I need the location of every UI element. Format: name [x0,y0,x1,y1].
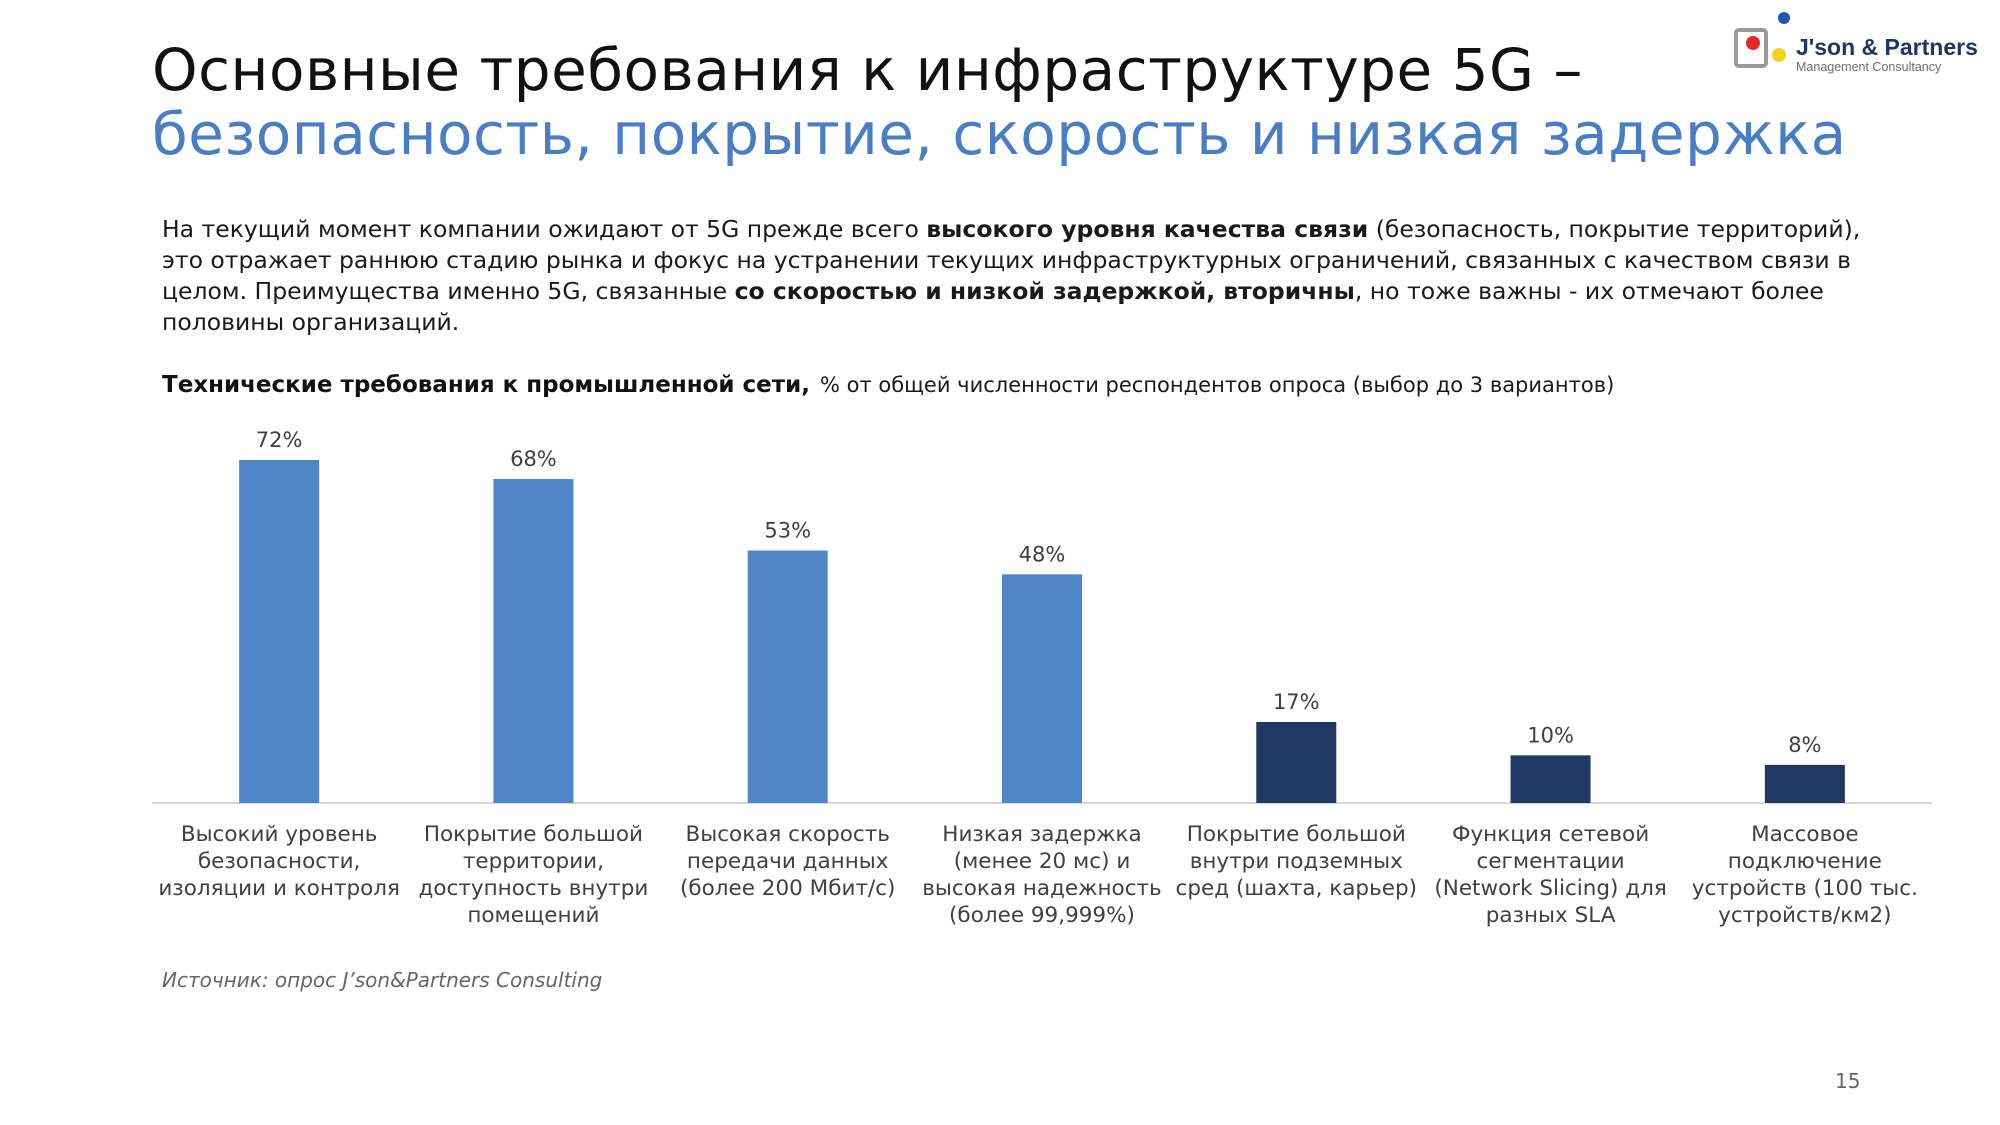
page-number: 15 [1835,1069,1861,1093]
logo-name: J'son & Partners [1796,34,1978,60]
slide-title-line2: безопасность, покрытие, скорость и низка… [152,100,1847,168]
category-label-line: Покрытие большой [424,822,643,847]
category-label-line: высокая надежность [922,876,1161,901]
bar-4 [1002,574,1082,803]
bar-1 [239,460,320,803]
category-label-line: Функция сетевой [1452,822,1649,847]
category-label-line: изоляции и контроля [158,876,400,901]
logo-blue-dot-icon [1778,12,1790,24]
intro-text-3: , но тоже важны - их отмечают более поло… [162,277,1824,336]
data-label-6: 10% [1527,723,1574,747]
data-label-1: 72% [256,428,303,452]
category-label-1: Высокий уровень безопасности, изоляции и к… [158,822,400,901]
logo-yellow-dot-icon [1772,48,1786,62]
category-label-line: безопасности, [198,849,361,874]
category-label-line: Покрытие большой [1187,822,1406,847]
category-label-line: Массовое [1751,822,1859,847]
category-label-line: устройств/км2) [1718,903,1891,928]
bar-7 [1764,764,1845,803]
logo-red-dot-icon [1746,36,1760,50]
bar-2 [493,479,574,803]
intro-text-1: На текущий момент компании ожидают от 5G… [162,215,927,243]
chart-title: Технические требования к промышленной се… [162,372,810,398]
intro-text-bold-1: высокого уровня качества связи [926,215,1369,243]
category-label-line: (более 200 Мбит/с) [680,876,895,901]
chart-title-block: Технические требования к промышленной се… [162,372,1614,398]
data-label-5: 17% [1273,690,1320,714]
category-label-line: помещений [467,903,599,928]
category-label-line: Низкая задержка [942,822,1141,847]
category-label-line: Высокая скорость [686,822,890,847]
data-label-2: 68% [510,447,557,471]
company-logo: J'son & Partners Management Consultancy [1734,12,1984,82]
category-label-7: Массовое подключение устройств (100 тыс. ус… [1692,822,1918,928]
slide-title-line1: Основные требования к инфраструктуре 5G … [152,36,1583,104]
data-label-4: 48% [1019,542,1066,566]
category-label-5: Покрытие большой внутри подземных сред (ша… [1176,822,1417,901]
category-label-line: (более 99,999%) [949,903,1135,928]
bar-6 [1510,755,1591,803]
category-label-line: устройств (100 тыс. [1692,876,1918,901]
data-label-7: 8% [1788,733,1821,757]
category-label-2: Покрытие большой территории, доступность в… [419,822,649,928]
category-label-line: внутри подземных [1190,849,1403,874]
category-label-line: разных SLA [1486,903,1616,928]
category-label-line: сред (шахта, карьер) [1176,876,1417,901]
category-label-3: Высокая скорость передачи данных (более 20… [680,822,895,901]
source-note: Источник: опрос J’son&Partners Consultin… [162,968,603,992]
category-label-line: доступность внутри [419,876,649,901]
category-label-line: (менее 20 мс) и [954,849,1131,874]
category-label-line: сегментации [1477,849,1625,874]
logo-frame-icon [1734,28,1768,68]
data-label-3: 53% [764,519,811,543]
category-label-6: Функция сетевой сегментации (Network Slici… [1434,822,1666,928]
logo-tagline: Management Consultancy [1796,60,1942,74]
category-label-line: территории, [463,849,604,874]
bar-3 [747,550,828,803]
intro-text-2: (безопасность, покрытие территорий), это… [162,215,1861,305]
bar-5 [1256,722,1337,803]
category-label-line: Высокий уровень [181,822,378,847]
category-label-4: Низкая задержка (менее 20 мс) и высокая на… [922,822,1161,928]
intro-paragraph: На текущий момент компании ожидают от 5G… [162,214,1892,338]
intro-text-bold-2: со скоростью и низкой задержкой, вторичн… [734,277,1355,305]
category-label-line: передачи данных [687,849,889,874]
chart-subtitle: % от общей численности респондентов опро… [819,373,1615,397]
category-label-line: подключение [1728,849,1882,874]
category-label-line: (Network Slicing) для [1434,876,1666,901]
